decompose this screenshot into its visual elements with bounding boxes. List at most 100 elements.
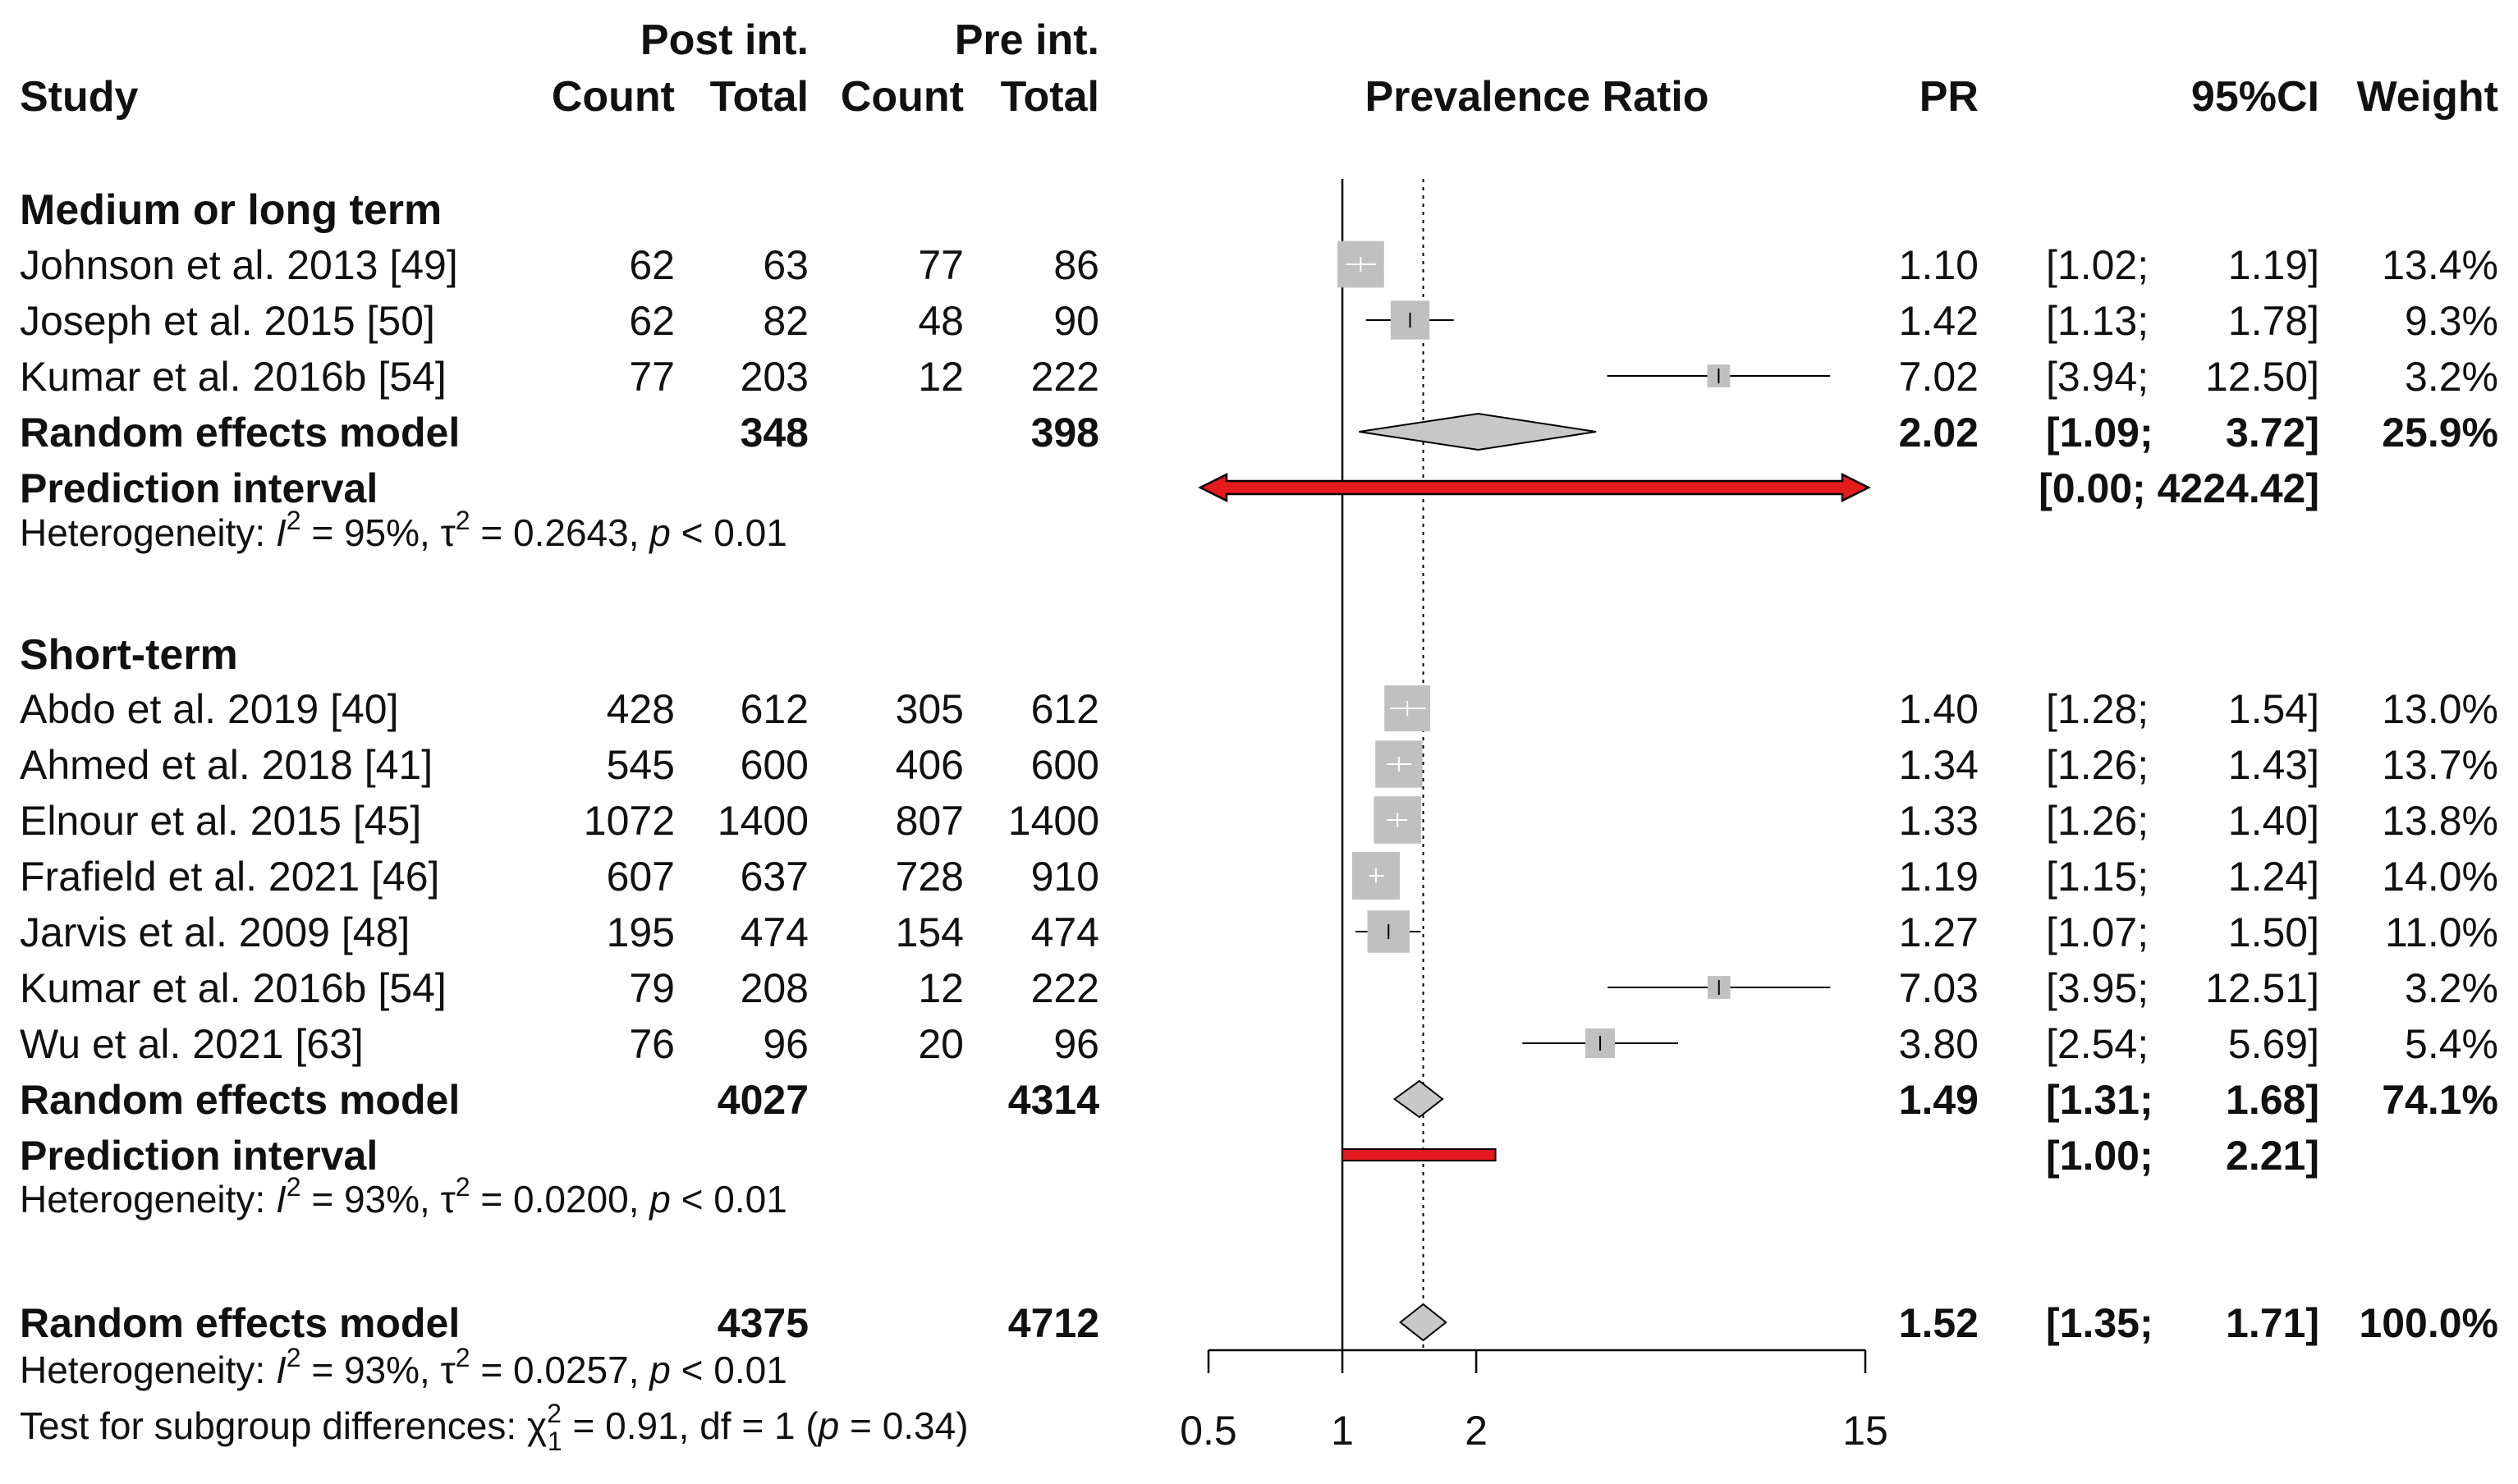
het-i-superscript: 2 [287,1172,301,1202]
random-effects-label: Random effects model [20,410,460,456]
pr-summary: 1.52 [1899,1300,1979,1346]
ci-lower: [1.15; [2046,854,2149,900]
header-pre-count: Count [841,73,964,121]
study-label: Johnson et al. 2013 [49] [20,242,458,288]
het-p-symbol: p [648,511,671,554]
weight-value: 14.0% [2382,854,2498,900]
weight-value: 13.7% [2382,742,2498,788]
overall-heterogeneity-text: Heterogeneity: I2 = 93%, τ2 = 0.0257, p … [20,1343,787,1391]
subgroup-test-p-symbol: p [817,1404,840,1447]
study-label: Abdo et al. 2019 [40] [20,686,398,732]
weight-value: 3.2% [2405,354,2498,400]
het-i-symbol: I [276,1178,287,1221]
post-count: 79 [629,965,675,1011]
post-count: 62 [629,242,675,288]
pre-count: 12 [918,354,964,400]
header-pre-total: Total [1001,73,1099,121]
het-tau-superscript: 2 [456,1343,470,1372]
weight-value: 9.3% [2405,298,2498,344]
pre-total: 86 [1053,242,1099,288]
subgroup-title: Medium or long term [20,186,442,234]
ci-lower: [2.54; [2046,1021,2149,1067]
pre-total: 222 [1031,354,1099,400]
ci-lower: [1.07; [2046,909,2149,955]
pre-count: 20 [918,1021,964,1067]
pr-value: 1.10 [1899,242,1979,288]
subgroup-test-label: Test for subgroup differences: χ [20,1404,547,1447]
ci-upper-summary: 3.72] [2226,410,2319,456]
het-p-value: < 0.01 [671,511,787,554]
pre-total: 1400 [1008,798,1099,844]
ci-upper: 1.40] [2228,798,2319,844]
post-total-sum: 4375 [718,1300,809,1346]
weight-value: 11.0% [2385,909,2498,955]
het-tau-superscript: 2 [456,1172,470,1202]
weight-value: 13.8% [2382,798,2498,844]
pre-count: 154 [896,909,964,955]
weight-value: 13.0% [2382,686,2498,732]
header-prevalence-ratio: Prevalence Ratio [1364,73,1708,121]
ci-lower: [1.26; [2046,742,2149,788]
pre-count: 48 [918,298,964,344]
pr-value: 7.02 [1899,354,1979,400]
pr-summary: 1.49 [1899,1077,1979,1123]
post-total: 96 [763,1021,809,1067]
study-label: Ahmed et al. 2018 [41] [20,742,433,788]
study-label: Frafield et al. 2021 [46] [20,854,439,900]
ci-upper: 1.19] [2228,242,2319,288]
pre-total: 90 [1053,298,1099,344]
pr-value: 1.42 [1899,298,1979,344]
study-label: Kumar et al. 2016b [54] [20,965,447,1011]
pr-value: 3.80 [1899,1021,1979,1067]
column-headers: Study Post int. Pre int. Count Total Cou… [20,16,2498,121]
post-count: 607 [607,854,675,900]
study-label: Elnour et al. 2015 [45] [20,798,421,844]
pre-count: 728 [896,854,964,900]
ci-lower: [1.28; [2046,686,2149,732]
header-weight: Weight [2357,73,2498,121]
study-label: Jarvis et al. 2009 [48] [20,909,410,955]
ci-upper: 1.43] [2228,742,2319,788]
post-count: 1072 [584,798,675,844]
pre-total-sum: 4314 [1008,1077,1099,1123]
pre-count: 77 [918,242,964,288]
ci-upper: 12.51] [2205,965,2319,1011]
header-pr: PR [1919,73,1979,121]
het-tau-superscript: 2 [456,506,470,535]
header-post-int: Post int. [640,16,809,64]
ci-upper: 1.54] [2228,686,2319,732]
weight-summary: 74.1% [2382,1077,2498,1123]
prediction-interval-label: Prediction interval [20,1133,378,1179]
pre-count: 305 [896,686,964,732]
header-ci: 95%CI [2191,73,2319,121]
het-i-symbol: I [276,511,287,554]
pr-value: 1.27 [1899,909,1979,955]
pr-value: 1.34 [1899,742,1979,788]
post-count: 62 [629,298,675,344]
ci-upper: 1.50] [2228,909,2319,955]
pre-total: 96 [1053,1021,1099,1067]
post-total-sum: 4027 [718,1077,809,1123]
prediction-interval-bar [1342,1148,1497,1161]
pre-total-sum: 398 [1031,410,1099,456]
pr-value: 1.19 [1899,854,1979,900]
post-total: 474 [741,909,809,955]
het-i-superscript: 2 [287,1343,301,1372]
x-tick-label: 15 [1842,1408,1888,1454]
post-total: 208 [741,965,809,1011]
study-label: Joseph et al. 2015 [50] [20,298,435,344]
het-i-value: = 95%, τ [301,511,456,554]
weight-summary: 100.0% [2359,1300,2498,1346]
post-total: 82 [763,298,809,344]
post-total: 612 [741,686,809,732]
header-study: Study [20,73,139,121]
table-text: Medium or long term Johnson et al. 2013 [… [20,186,2498,1456]
ci-lower: [3.94; [2046,354,2149,400]
ci-upper: 1.78] [2228,298,2319,344]
post-count: 195 [607,909,675,955]
plot-area [1198,179,1871,1373]
het-p-symbol: p [648,1178,671,1221]
ci-lower: [1.02; [2046,242,2149,288]
pre-total: 600 [1031,742,1099,788]
